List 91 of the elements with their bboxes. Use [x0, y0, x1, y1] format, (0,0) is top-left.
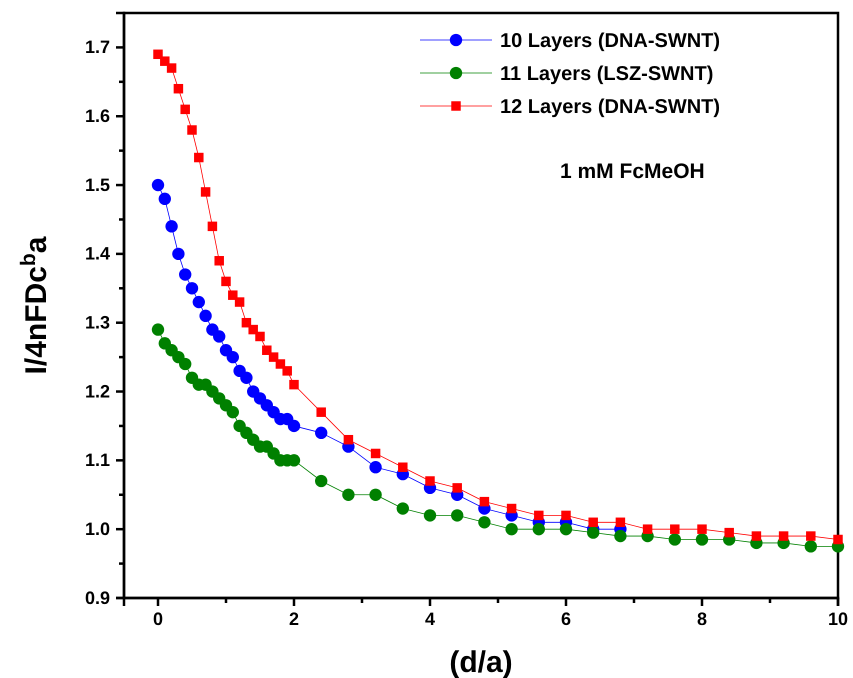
y-tick-label: 1.5	[84, 174, 110, 195]
point	[668, 533, 681, 546]
point	[752, 531, 762, 541]
point	[833, 534, 843, 544]
x-tick-label: 6	[560, 608, 572, 629]
point	[248, 324, 258, 334]
point	[240, 372, 253, 384]
y-tick-label: 1.2	[84, 381, 110, 402]
x-axis-title: (d/a)	[449, 646, 513, 678]
point	[588, 518, 598, 528]
point	[289, 380, 299, 390]
point	[158, 192, 171, 205]
point	[174, 84, 184, 94]
point	[152, 178, 164, 192]
point	[344, 434, 354, 444]
point	[213, 330, 226, 343]
point	[451, 509, 464, 522]
point	[424, 509, 436, 522]
y-tick-label: 1.3	[84, 312, 110, 332]
point	[187, 125, 197, 135]
point	[778, 531, 788, 541]
point	[208, 222, 218, 232]
point	[616, 518, 626, 528]
point	[369, 488, 382, 501]
point	[152, 323, 164, 336]
y-tick-label: 1.0	[84, 518, 110, 539]
point	[214, 256, 224, 266]
point	[315, 474, 328, 488]
point	[165, 220, 178, 233]
point	[268, 352, 278, 362]
point	[262, 345, 272, 355]
point	[452, 483, 462, 493]
point	[696, 533, 708, 546]
point	[806, 531, 816, 541]
point	[179, 268, 192, 281]
legend-label: 11 Layers (LSZ-SWNT)	[500, 63, 714, 85]
point	[199, 310, 212, 322]
x-tick-label: 4	[424, 608, 436, 629]
annotation: 1 mM FcMeOH	[560, 160, 705, 183]
point	[478, 516, 491, 528]
point	[506, 504, 516, 514]
legend-label: 12 Layers (DNA-SWNT)	[500, 96, 720, 118]
y-tick-label: 1.4	[84, 244, 110, 264]
point	[160, 56, 170, 66]
point	[226, 406, 239, 418]
y-tick-label: 1.6	[84, 106, 110, 126]
point	[370, 448, 380, 458]
point	[560, 523, 572, 536]
point	[398, 462, 408, 472]
point	[315, 426, 328, 439]
y-tick-label: 1.7	[84, 37, 110, 58]
point	[342, 488, 355, 501]
legend-label: 10 Layers (DNA-SWNT)	[500, 30, 720, 52]
x-tick-label: 10	[828, 608, 848, 629]
point	[288, 420, 300, 432]
point	[221, 276, 231, 286]
point	[192, 296, 205, 308]
point	[804, 540, 817, 553]
point	[179, 358, 192, 370]
point	[242, 318, 252, 328]
point	[180, 104, 190, 114]
point	[724, 528, 734, 538]
point	[561, 510, 571, 520]
x-tick-label: 8	[696, 608, 708, 629]
point	[194, 152, 204, 162]
point	[226, 350, 239, 364]
point	[255, 332, 265, 342]
point	[316, 407, 326, 417]
point	[614, 530, 627, 542]
point	[532, 523, 545, 536]
point	[200, 187, 210, 197]
x-tick-label: 2	[288, 608, 300, 629]
point	[480, 496, 490, 506]
point	[697, 524, 707, 534]
point	[282, 366, 292, 376]
point	[234, 297, 244, 307]
point	[396, 502, 409, 515]
x-tick-label: 0	[152, 608, 164, 629]
point	[228, 290, 238, 300]
point	[186, 282, 198, 294]
y-tick-label: 1.1	[84, 450, 110, 470]
point	[425, 476, 435, 486]
point	[166, 63, 176, 73]
point	[642, 524, 652, 534]
y-tick-label: 0.9	[84, 588, 110, 608]
point	[534, 510, 544, 520]
point	[369, 461, 382, 474]
point	[670, 524, 680, 534]
point	[587, 526, 600, 539]
point	[505, 523, 518, 536]
point	[172, 248, 185, 260]
